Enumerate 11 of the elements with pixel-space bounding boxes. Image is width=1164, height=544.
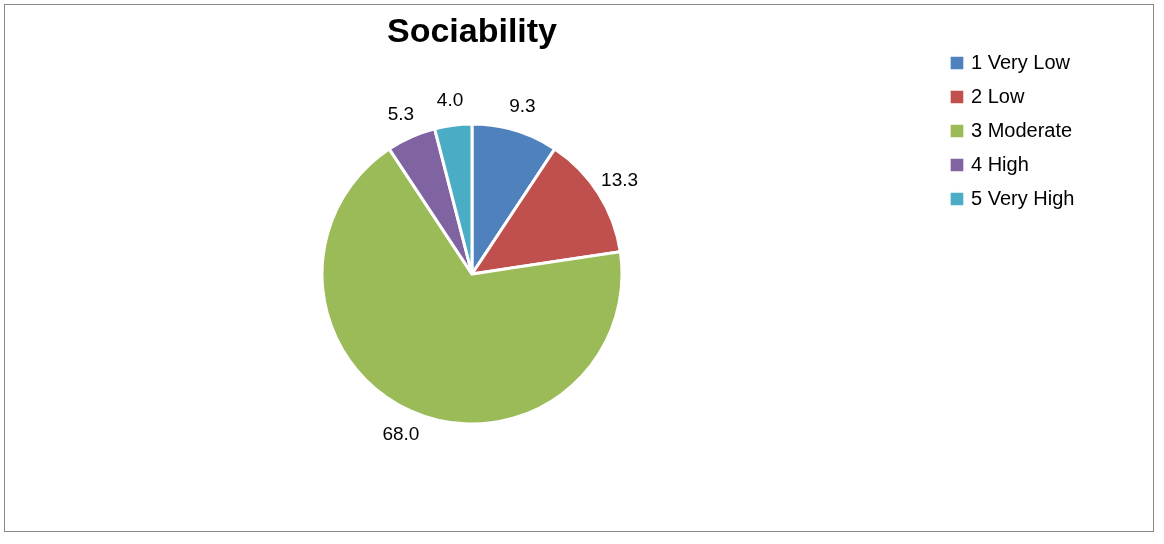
chart-title: Sociability xyxy=(386,11,558,49)
data-label: 68.0 xyxy=(382,422,420,444)
data-label: 9.3 xyxy=(509,95,536,117)
legend-label: 3 Moderate xyxy=(971,119,1073,141)
legend-label: 5 Very High xyxy=(971,187,1075,209)
data-label: 13.3 xyxy=(601,168,639,190)
legend-label: 1 Very Low xyxy=(971,51,1071,73)
legend-label: 2 Low xyxy=(971,85,1025,107)
data-label: 4.0 xyxy=(436,89,464,111)
legend-label: 4 High xyxy=(971,153,1029,175)
data-label: 5.3 xyxy=(387,103,415,125)
